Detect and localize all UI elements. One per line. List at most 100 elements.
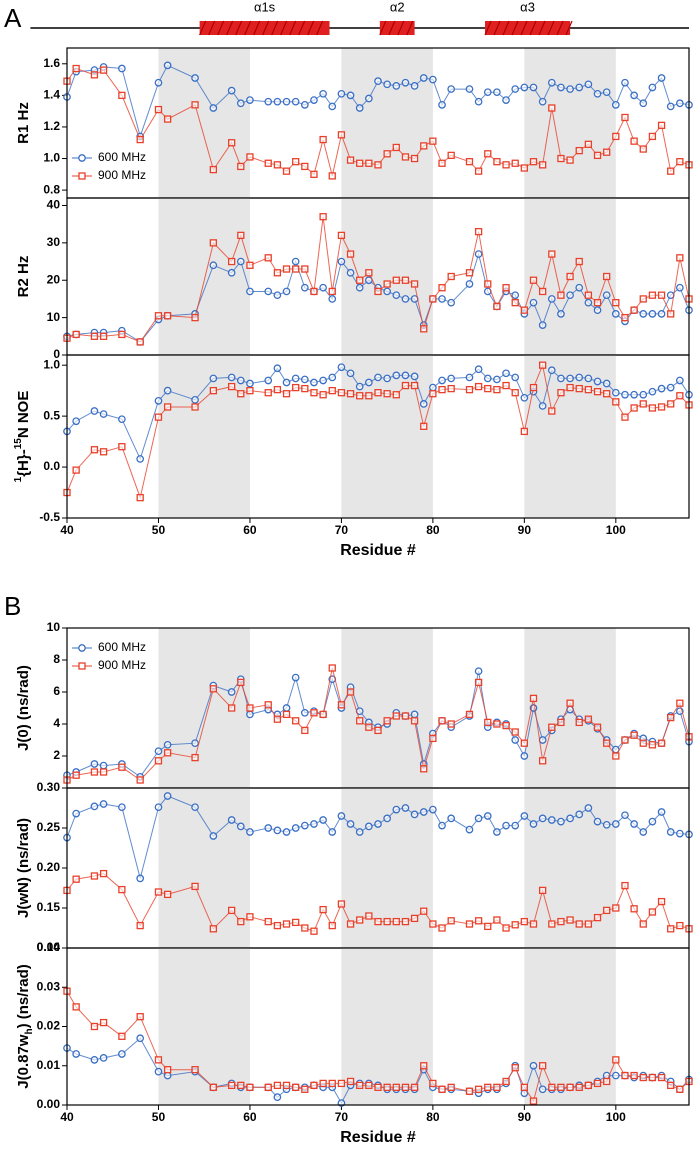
data-point: [429, 390, 437, 398]
data-point: [420, 1062, 428, 1070]
data-point: [566, 374, 574, 383]
y-axis-label-part: R1 Hz: [15, 102, 32, 144]
data-point: [447, 384, 455, 393]
y-tick-label: 10: [47, 620, 61, 634]
y-tick-label: 0.03: [37, 979, 61, 993]
data-point: [319, 135, 327, 144]
data-point: [246, 96, 254, 104]
data-point: [365, 392, 373, 400]
data-point: [438, 284, 446, 292]
data-point: [163, 890, 172, 899]
data-point: [292, 717, 300, 725]
data-point: [337, 89, 346, 98]
y-tick-label: 1.6: [43, 56, 60, 70]
data-point: [538, 402, 547, 410]
data-point: [328, 287, 336, 296]
data-point: [365, 269, 373, 277]
data-point: [648, 404, 657, 412]
data-point: [593, 723, 602, 731]
data-point: [447, 374, 456, 383]
data-point: [310, 170, 318, 178]
data-point: [163, 403, 172, 411]
data-point: [657, 74, 666, 82]
data-point: [465, 85, 474, 93]
data-point: [300, 375, 309, 384]
data-point: [227, 704, 236, 712]
data-point: [612, 299, 620, 307]
data-point: [529, 83, 538, 92]
helix-stripe: [307, 20, 315, 36]
helix-label: α2: [390, 0, 405, 14]
data-point: [547, 78, 556, 87]
data-point: [410, 717, 419, 725]
data-point: [264, 254, 272, 262]
data-point: [401, 78, 410, 87]
y-tick-label: 0.8: [43, 182, 60, 196]
data-point: [310, 287, 318, 296]
data-point: [538, 736, 547, 744]
data-point: [346, 91, 355, 100]
y-tick-label: 1.0: [43, 151, 60, 165]
data-point: [246, 379, 254, 388]
data-point: [676, 699, 684, 707]
helix-stripe: [565, 20, 573, 36]
data-point: [547, 816, 556, 824]
panel-label: B: [4, 591, 21, 621]
data-point: [611, 310, 620, 318]
data-point: [657, 121, 666, 130]
data-point: [667, 400, 675, 408]
data-point: [282, 828, 291, 836]
data-point: [566, 383, 574, 392]
data-point: [612, 1056, 620, 1064]
y-tick-label: 1.2: [43, 119, 60, 133]
y-axis-label-part: 1: [13, 476, 24, 482]
data-point: [429, 75, 437, 84]
data-point: [511, 159, 519, 167]
data-point: [484, 280, 492, 288]
data-point: [575, 810, 584, 819]
data-point: [630, 137, 638, 145]
data-point: [548, 104, 556, 112]
data-point: [273, 291, 282, 300]
data-point: [136, 493, 144, 502]
data-point: [419, 74, 428, 82]
data-point: [282, 920, 291, 928]
data-point: [209, 239, 218, 247]
data-point: [465, 710, 474, 719]
plot-frame: [66, 354, 690, 519]
data-point: [355, 828, 364, 836]
data-point: [401, 153, 410, 161]
data-point: [264, 701, 272, 709]
data-point: [264, 917, 272, 926]
data-point: [383, 1083, 391, 1091]
data-point: [529, 298, 538, 307]
data-point: [72, 771, 80, 779]
data-point: [410, 381, 419, 390]
data-point: [154, 396, 163, 405]
data-point: [657, 310, 666, 318]
data-point: [520, 83, 529, 92]
data-point: [227, 268, 236, 277]
y-tick-label: 0: [53, 347, 60, 361]
data-point: [584, 715, 593, 723]
data-point: [493, 1083, 501, 1091]
data-point: [237, 231, 245, 240]
helix-stripe: [406, 20, 414, 36]
data-point: [474, 227, 483, 236]
data-point: [374, 287, 382, 296]
data-point: [273, 826, 282, 835]
data-point: [227, 373, 236, 382]
data-point: [136, 135, 144, 144]
data-point: [209, 261, 218, 270]
data-point: [163, 312, 172, 320]
data-point: [401, 295, 410, 303]
data-point: [612, 132, 620, 141]
data-point: [401, 712, 410, 720]
data-point: [584, 804, 593, 812]
data-point: [319, 376, 327, 385]
data-point: [593, 377, 602, 386]
data-point: [493, 158, 501, 166]
data-point: [557, 310, 565, 318]
helix-stripe: [199, 20, 207, 36]
x-tick-label: 100: [606, 1110, 626, 1124]
